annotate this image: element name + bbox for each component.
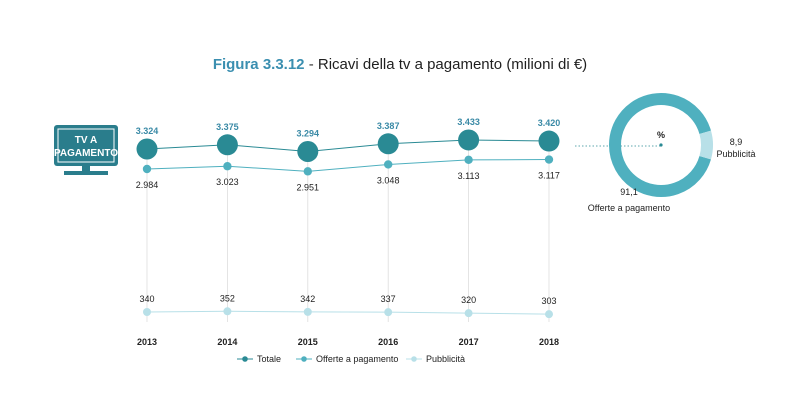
tv-neck [82, 166, 90, 171]
tv-label-line1: TV A [75, 135, 97, 146]
tv-icon: TV A PAGAMENTO [54, 125, 118, 175]
legend-totale: Totale [257, 354, 281, 364]
donut-offerte-value: 91,1 [620, 187, 638, 197]
point-pubblicita-2015 [303, 307, 312, 316]
point-totale-2014 [216, 134, 238, 156]
point-offerte-2018 [544, 155, 554, 164]
label-offerte-2016: 3.048 [377, 175, 400, 185]
label-offerte-2017: 3.113 [458, 171, 480, 181]
x-tick-2018: 2018 [539, 337, 559, 347]
tv-screen-border [57, 128, 115, 163]
point-pubblicita-2017 [464, 309, 473, 318]
point-totale-2015 [297, 140, 319, 162]
legend-pubblicita: Pubblicità [426, 354, 465, 364]
title-text: Ricavi della tv a pagamento (milioni di … [317, 56, 588, 73]
point-offerte-2013 [142, 164, 152, 174]
point-totale-2017 [458, 129, 480, 151]
label-pubblicita-2014: 352 [220, 293, 235, 303]
year-gridlines [146, 150, 550, 322]
point-pubblicita-2014 [223, 307, 232, 316]
chart-title: Figura 3.3.12 - Ricavi della tv a pagame… [0, 56, 800, 73]
label-offerte-2018: 3.117 [538, 171, 560, 181]
legend-totale-marker [242, 356, 248, 362]
donut-chart [609, 93, 713, 197]
tv-stand [64, 171, 108, 175]
donut-pubblicita-value: 8,9 [730, 137, 743, 147]
donut-slice-pubblicita [699, 130, 713, 160]
point-offerte-2017 [464, 155, 473, 165]
legend-pubblicita-marker [411, 356, 417, 362]
label-pubblicita-2016: 337 [381, 294, 396, 304]
label-offerte-2014: 3.023 [216, 177, 239, 187]
legend-offerte-marker [301, 356, 307, 362]
label-pubblicita-2013: 340 [139, 294, 154, 304]
label-pubblicita-2017: 320 [461, 295, 476, 305]
label-totale-2013: 3.324 [136, 126, 159, 136]
series-points [136, 129, 560, 319]
line-pubblicita [146, 310, 550, 315]
point-totale-2016 [377, 133, 399, 155]
point-offerte-2014 [223, 162, 232, 171]
point-totale-2013 [136, 138, 158, 160]
line-totale [146, 139, 550, 152]
donut-pubblicita-name: Pubblicità [716, 149, 755, 159]
label-totale-2015: 3.294 [297, 128, 320, 138]
donut-slice-offerte [609, 93, 711, 197]
legend-offerte: Offerte a pagamento [316, 354, 398, 364]
tv-label-line2: PAGAMENTO [54, 148, 118, 159]
label-pubblicita-2015: 342 [300, 294, 315, 304]
label-totale-2018: 3.420 [538, 118, 561, 128]
label-totale-2014: 3.375 [216, 122, 239, 132]
series-lines [146, 139, 550, 315]
x-tick-2015: 2015 [298, 337, 318, 347]
point-offerte-2016 [384, 160, 393, 169]
point-totale-2018 [538, 130, 560, 152]
label-totale-2017: 3.433 [457, 117, 480, 127]
label-totale-2016: 3.387 [377, 121, 400, 131]
point-pubblicita-2018 [545, 310, 553, 319]
point-pubblicita-2016 [384, 308, 393, 317]
x-tick-2013: 2013 [137, 337, 157, 347]
donut-center-label: % [657, 130, 665, 140]
data-labels: 3.324 3.375 3.294 3.387 3.433 3.420 2.984 3.023… [136, 117, 561, 306]
legend: Totale Offerte a pagamento Pubblicità [237, 354, 465, 364]
figure-number: Figura 3.3.12 [212, 56, 305, 73]
title-separator: - [308, 56, 314, 73]
donut-center-dot [659, 143, 663, 147]
x-tick-2016: 2016 [378, 337, 398, 347]
donut-offerte-name: Offerte a pagamento [588, 203, 670, 213]
x-tick-2017: 2017 [459, 337, 479, 347]
x-tick-2014: 2014 [217, 337, 237, 347]
point-pubblicita-2013 [143, 308, 151, 316]
point-offerte-2015 [303, 167, 312, 176]
tv-screen [54, 125, 118, 166]
label-offerte-2013: 2.984 [136, 180, 159, 190]
x-axis-ticks: 2013 2014 2015 2016 2017 2018 [137, 337, 559, 347]
label-offerte-2015: 2.951 [297, 182, 320, 192]
line-offerte [146, 159, 550, 172]
label-pubblicita-2018: 303 [541, 296, 556, 306]
